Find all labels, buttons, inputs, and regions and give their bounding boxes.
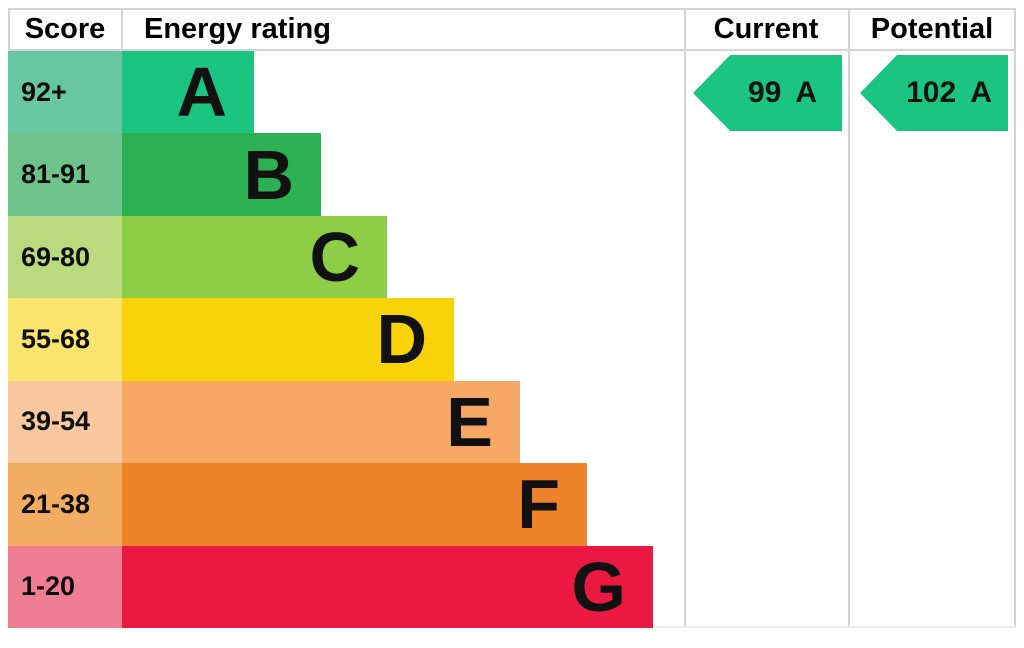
score-range-a: 92+ — [8, 51, 122, 134]
band-row-b: 81-91 B — [8, 133, 684, 216]
potential-rating-arrow: 102 A — [860, 55, 1008, 131]
table-left-border — [8, 8, 10, 49]
current-column-header: Current — [713, 13, 819, 45]
band-bar-e: E — [122, 380, 520, 464]
potential-rating-value: 102 — [906, 76, 957, 109]
potential-column-header: Potential — [870, 13, 994, 45]
band-row-c: 69-80 C — [8, 215, 684, 299]
table-top-border — [8, 8, 1016, 10]
band-row-d: 55-68 D — [8, 298, 684, 381]
score-column-divider — [121, 8, 123, 49]
score-range-e: 39-54 — [8, 380, 122, 464]
header-divider — [8, 49, 1016, 51]
score-range-g: 1-20 — [8, 545, 122, 628]
potential-rating-letter: A — [970, 76, 992, 109]
band-bar-c: C — [122, 215, 387, 299]
current-rating-letter: A — [795, 76, 818, 109]
score-range-d: 55-68 — [8, 298, 122, 381]
band-bar-a: A — [122, 51, 254, 134]
band-bar-d: D — [122, 298, 454, 381]
score-range-c: 69-80 — [8, 215, 122, 299]
current-column-divider — [684, 8, 686, 628]
band-bar-g: G — [122, 545, 653, 628]
score-column-header: Score — [24, 13, 106, 45]
band-row-e: 39-54 E — [8, 380, 684, 464]
band-bar-b: B — [122, 133, 321, 216]
band-row-a: 92+ A — [8, 51, 684, 134]
current-rating-arrow: 99 A — [693, 55, 842, 131]
table-right-border — [1014, 8, 1016, 628]
energy-rating-column-header: Energy rating — [144, 13, 331, 45]
epc-rating-chart: Score Energy rating Current Potential 92… — [8, 8, 1016, 628]
rating-bands: 92+ A 81-91 B 69-80 C 55-68 D 39-54 E 21… — [8, 51, 684, 628]
score-range-b: 81-91 — [8, 133, 122, 216]
band-row-f: 21-38 F — [8, 463, 684, 546]
band-bar-f: F — [122, 463, 587, 546]
current-rating-value: 99 — [747, 76, 782, 109]
score-range-f: 21-38 — [8, 463, 122, 546]
band-row-g: 1-20 G — [8, 545, 684, 628]
potential-column-divider — [848, 8, 850, 628]
table-header: Score Energy rating Current Potential — [8, 10, 1016, 49]
